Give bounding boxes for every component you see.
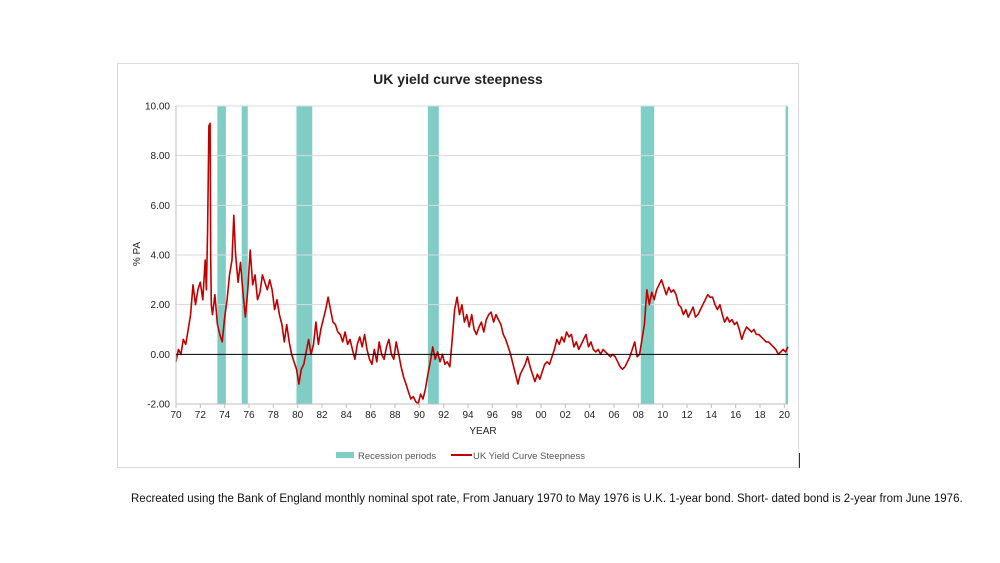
- x-tick-label: 88: [389, 410, 401, 421]
- chart-caption: Recreated using the Bank of England mont…: [131, 493, 963, 505]
- x-tick-label: 08: [633, 410, 645, 421]
- y-axis-label: % PA: [132, 242, 143, 267]
- grid-layer: [176, 105, 788, 405]
- x-tick-label: 72: [195, 410, 207, 421]
- x-tick-label: 10: [657, 410, 669, 421]
- x-tick-label: 98: [511, 410, 523, 421]
- x-tick-label: 04: [584, 410, 596, 421]
- x-tick-label: 84: [341, 410, 353, 421]
- series-layer: [175, 122, 789, 405]
- x-tick-label: 74: [219, 410, 231, 421]
- stray-mark: [799, 453, 800, 468]
- x-tick-label: 70: [170, 410, 182, 421]
- x-tick-label: 20: [779, 410, 791, 421]
- legend-series-label: UK Yield Curve Steepness: [473, 451, 585, 462]
- x-tick-label: 00: [535, 410, 547, 421]
- x-tick-label: 18: [754, 410, 766, 421]
- y-tick-label: 2.00: [151, 300, 171, 311]
- x-tick-label: 14: [706, 410, 718, 421]
- x-tick-label: 90: [414, 410, 426, 421]
- chart-svg: UK yield curve steepness 10.00 8.00 6.00 4.…: [132, 71, 790, 462]
- x-tick-label: 92: [438, 410, 450, 421]
- x-tick-label: 76: [243, 410, 255, 421]
- legend-recession-swatch: [336, 452, 354, 458]
- y-tick-label: 10.00: [145, 102, 170, 113]
- x-tick-label: 80: [292, 410, 304, 421]
- series-line: [175, 122, 789, 405]
- y-tick-label: 4.00: [151, 251, 171, 262]
- y-tick-label: 8.00: [151, 151, 171, 162]
- x-tick-label: 82: [316, 410, 328, 421]
- y-tick-label: 0.00: [151, 350, 171, 361]
- x-axis-label: YEAR: [469, 426, 496, 437]
- legend-recession-label: Recession periods: [358, 451, 436, 462]
- y-tick-label: -2.00: [147, 400, 170, 411]
- x-tick-label: 94: [462, 410, 474, 421]
- chart-title: UK yield curve steepness: [373, 71, 543, 87]
- x-tick-label: 02: [560, 410, 572, 421]
- x-tick-label: 12: [681, 410, 693, 421]
- legend: Recession periods UK Yield Curve Steepne…: [336, 451, 585, 462]
- x-tick-label: 86: [365, 410, 377, 421]
- x-tick-label: 16: [730, 410, 742, 421]
- x-tick-label: 96: [487, 410, 499, 421]
- y-tick-label: 6.00: [151, 201, 171, 212]
- x-tick-label: 78: [268, 410, 280, 421]
- x-tick-label: 06: [608, 410, 620, 421]
- chart-frame: UK yield curve steepness 10.00 8.00 6.00 4.…: [117, 63, 799, 468]
